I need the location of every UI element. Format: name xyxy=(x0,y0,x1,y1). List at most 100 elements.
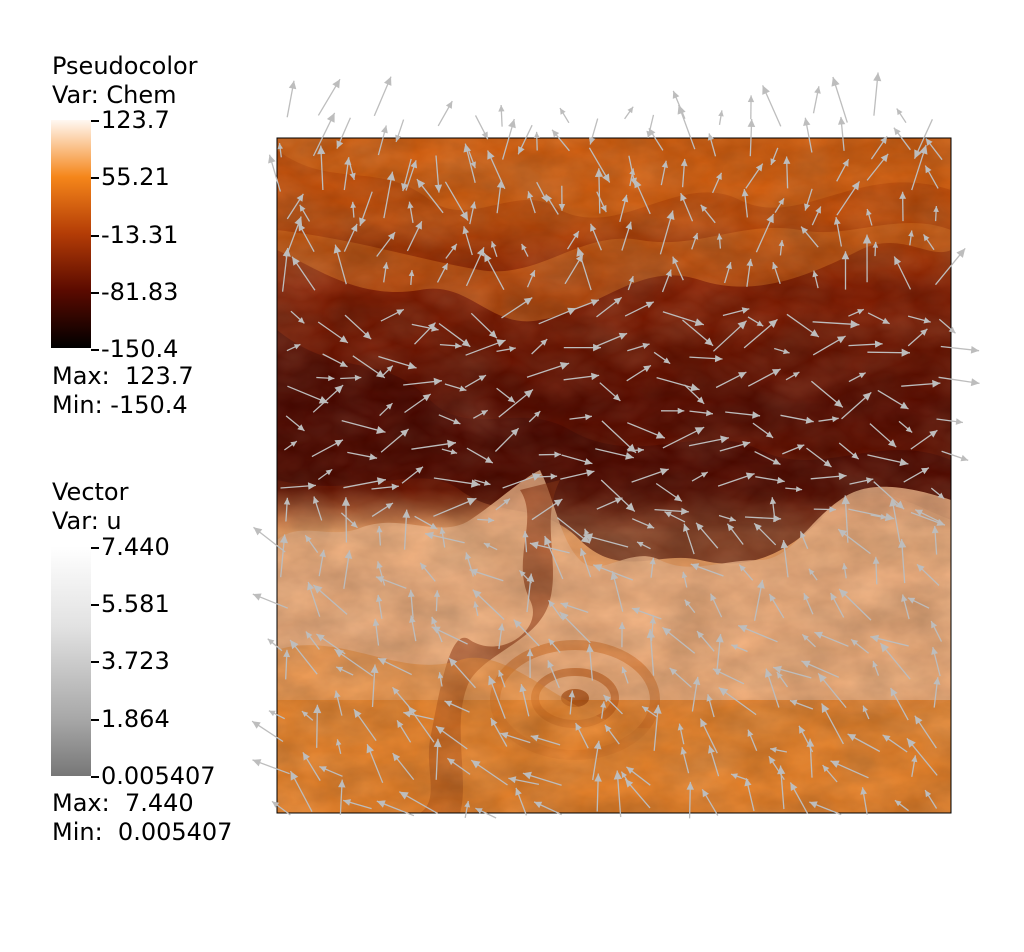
vector-arrowhead xyxy=(662,627,672,636)
vector-arrowhead xyxy=(880,513,887,520)
vector-arrowhead xyxy=(833,217,841,225)
vector-arrowhead xyxy=(290,640,299,650)
vector-arrowhead xyxy=(478,375,486,382)
vector-arrowhead xyxy=(618,622,626,629)
vector-arrowhead xyxy=(756,320,764,327)
vector-arrowhead xyxy=(488,330,497,339)
vector-arrowhead xyxy=(862,234,872,244)
vector-arrowhead xyxy=(552,129,560,138)
vector-arrowhead xyxy=(534,411,541,418)
vector-arrowhead xyxy=(339,335,348,343)
vector-arrowhead xyxy=(305,535,312,543)
vector-arrowhead xyxy=(527,191,534,199)
vector-arrowhead xyxy=(851,452,859,460)
vector-arrowhead xyxy=(704,337,714,346)
vector-arrowhead xyxy=(498,670,504,677)
vector-arrowhead xyxy=(716,172,722,180)
vector-arrowhead xyxy=(872,241,879,248)
vector-arrowhead xyxy=(583,533,593,542)
vector-arrowhead xyxy=(613,770,623,780)
vector-arrowhead xyxy=(530,734,539,742)
vector-arrowhead xyxy=(296,193,304,202)
vector-arrowhead xyxy=(410,160,418,169)
vector-arrowhead xyxy=(637,541,644,548)
plot-frame xyxy=(276,137,952,814)
vector-arrowhead xyxy=(586,469,595,477)
vector-arrowhead xyxy=(339,360,348,367)
vector-arrowhead xyxy=(925,790,932,798)
vector-arrowhead xyxy=(911,755,918,763)
vector-arrowhead xyxy=(484,253,492,263)
vector-arrowhead xyxy=(328,375,335,382)
vector-arrowhead xyxy=(815,206,821,214)
vector-arrowhead xyxy=(575,723,582,731)
vector-arrowhead xyxy=(523,389,533,398)
vector-arrowhead xyxy=(727,523,735,532)
vector-arrowhead xyxy=(473,601,479,608)
vector-arrowhead xyxy=(747,119,756,127)
vector-arrowhead xyxy=(447,758,456,766)
vector-arrowhead xyxy=(710,593,717,602)
vector-arrowhead xyxy=(402,509,411,518)
vector-arrowhead xyxy=(436,726,445,735)
vector-arrowhead xyxy=(914,715,923,725)
vector-arrowhead xyxy=(631,607,640,615)
vector-arrowhead xyxy=(812,270,819,278)
vector-arrowhead xyxy=(470,479,481,488)
vector-arrowhead xyxy=(444,700,453,707)
vector-arrowhead xyxy=(415,466,423,474)
vector-arrowhead xyxy=(487,150,495,160)
vector-arrowhead xyxy=(895,500,905,510)
vector-arrowhead xyxy=(392,687,400,695)
vector-arrowhead xyxy=(627,106,634,114)
vector-arrowhead xyxy=(496,180,504,188)
vector-arrowhead xyxy=(747,729,754,737)
vector-arrowhead xyxy=(382,262,389,269)
vector-var-label: Var: u xyxy=(52,507,122,535)
vector-arrowhead xyxy=(866,477,874,484)
vector-arrowhead xyxy=(700,718,708,728)
vector-arrowhead xyxy=(762,85,770,95)
vector-arrowhead xyxy=(396,309,404,316)
vector-arrowhead xyxy=(716,233,723,240)
vector-arrowhead xyxy=(700,204,708,212)
vector-arrowhead xyxy=(464,801,471,808)
vector-arrowhead xyxy=(500,732,509,739)
vector-arrowhead xyxy=(384,76,392,86)
vector-arrowhead xyxy=(725,262,732,270)
vector-arrowhead xyxy=(628,276,634,283)
vector-arrowhead xyxy=(805,416,814,424)
vector-tick: 1.864 xyxy=(91,707,170,731)
vector-arrowhead xyxy=(332,79,340,89)
vector-arrowhead xyxy=(858,372,866,379)
vector-arrowhead xyxy=(923,317,931,324)
vector-arrowhead xyxy=(649,557,656,565)
vector-arrowhead xyxy=(706,409,713,417)
vector-arrowhead xyxy=(437,672,444,679)
vector-arrowhead xyxy=(680,193,687,202)
vector-arrowhead xyxy=(603,694,611,703)
vector-legend-title: Vector xyxy=(52,478,129,506)
vector-arrowhead xyxy=(646,629,655,638)
vector-arrowhead xyxy=(279,534,288,544)
vector-arrowhead xyxy=(559,362,570,370)
vector-arrowhead xyxy=(738,625,748,633)
vector-arrowhead xyxy=(554,451,561,458)
vector-arrowhead xyxy=(663,357,671,364)
vector-arrowhead xyxy=(686,781,694,790)
vector-arrowhead xyxy=(729,516,736,522)
vector-arrowhead xyxy=(613,393,621,401)
vector-arrowhead xyxy=(742,441,751,448)
vector-arrowhead xyxy=(777,476,785,484)
vector-arrowhead xyxy=(642,706,649,713)
vector-arrowhead xyxy=(634,179,642,189)
vector-arrowhead xyxy=(906,738,916,748)
vector-arrowhead xyxy=(376,800,386,808)
vector-arrowhead xyxy=(484,456,493,463)
vector-arrowhead xyxy=(690,563,700,571)
vector-arrowhead xyxy=(900,401,909,409)
vector-arrowhead xyxy=(765,431,774,438)
vector-arrowhead xyxy=(888,439,897,448)
vector-arrowhead xyxy=(604,724,612,733)
